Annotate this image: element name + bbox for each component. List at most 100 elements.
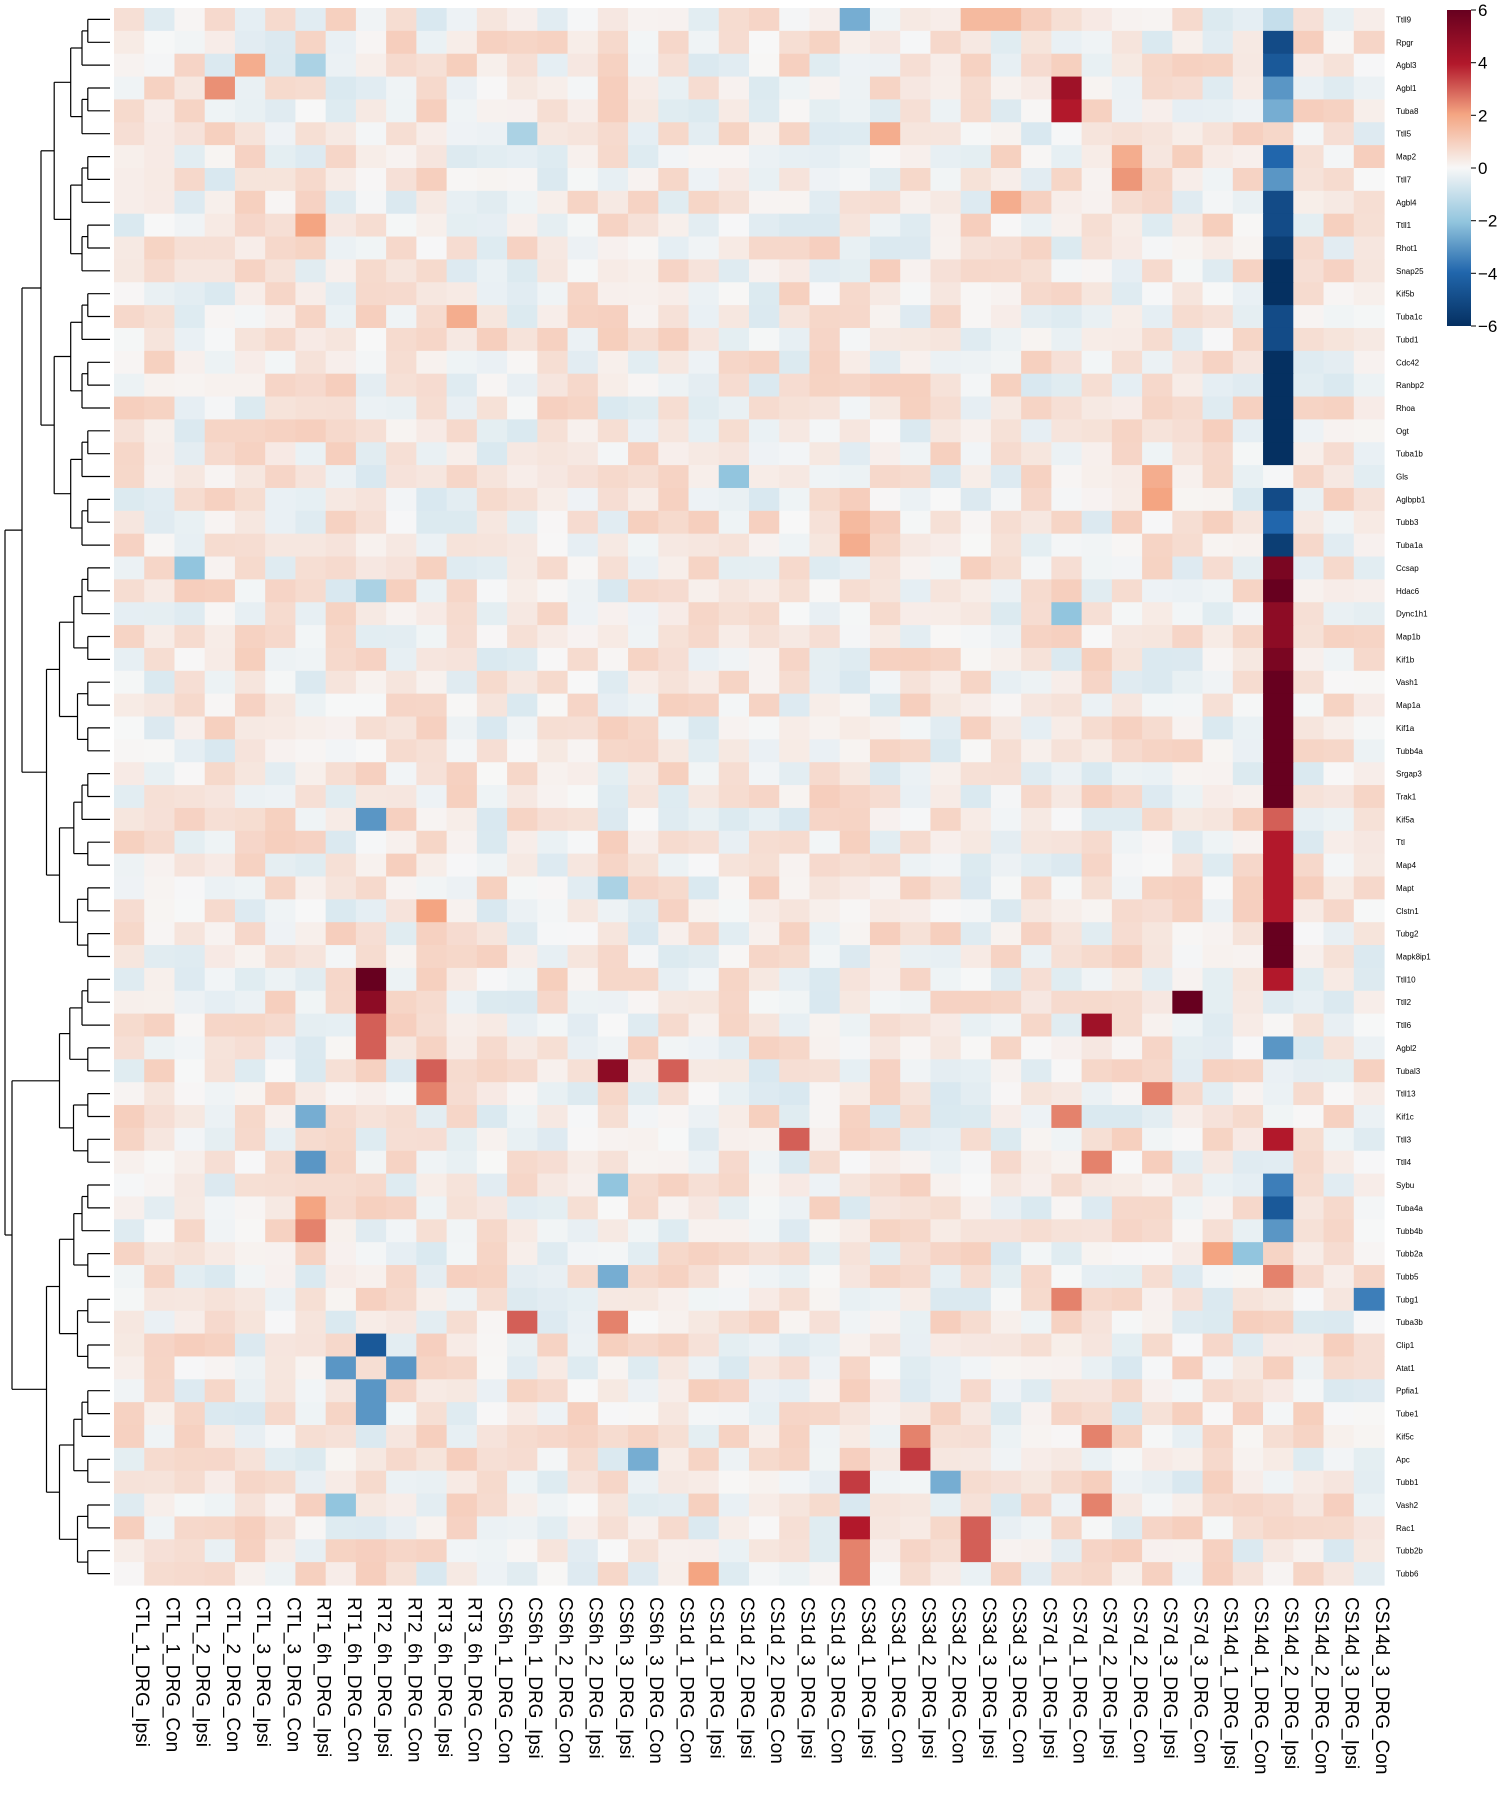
heatmap-cell: [144, 465, 176, 489]
heatmap-cell: [476, 807, 508, 832]
heatmap-cell: [537, 282, 569, 306]
heatmap-cell: [476, 1516, 508, 1540]
heatmap-cell: [1081, 922, 1113, 946]
heatmap-cell: [476, 1013, 508, 1038]
heatmap-cell: [597, 716, 629, 740]
heatmap-cell: [1232, 99, 1264, 123]
heatmap-cell: [537, 396, 569, 420]
heatmap-cell: [900, 1562, 932, 1586]
heatmap-cell: [144, 8, 176, 32]
heatmap-cell: [567, 167, 599, 192]
heatmap-cell: [567, 1425, 599, 1449]
heatmap-cell: [144, 556, 176, 580]
heatmap-cell: [1323, 945, 1355, 969]
heatmap-cell: [204, 99, 236, 123]
heatmap-cell: [1172, 1356, 1204, 1380]
heatmap-cell: [386, 487, 417, 512]
heatmap-cell: [295, 1333, 327, 1358]
heatmap-cell: [1232, 350, 1264, 375]
heatmap-cell: [900, 739, 932, 763]
heatmap-cell: [900, 899, 932, 923]
heatmap-cell: [960, 1379, 992, 1403]
heatmap-cell: [537, 259, 569, 283]
heatmap-cell: [688, 510, 720, 535]
heatmap-cell: [749, 282, 780, 306]
heatmap-cell: [537, 76, 569, 101]
heatmap-cell: [1202, 807, 1234, 832]
heatmap-cell: [476, 510, 508, 535]
heatmap-cell: [930, 1539, 962, 1563]
heatmap-cell: [749, 876, 780, 900]
heatmap-cell: [567, 876, 599, 900]
heatmap-cell: [1081, 1127, 1113, 1152]
heatmap-cell: [1353, 1516, 1385, 1540]
heatmap-cell: [1263, 1196, 1294, 1220]
heatmap-cell: [416, 1105, 448, 1129]
heatmap-cell: [416, 1447, 448, 1472]
heatmap-cell: [144, 190, 176, 215]
heatmap-cell: [1172, 1470, 1204, 1495]
heatmap-cell: [869, 1333, 901, 1358]
heatmap-cell: [779, 1516, 811, 1540]
heatmap-cell: [416, 670, 448, 695]
heatmap-cell: [204, 1516, 236, 1540]
heatmap-cell: [325, 1310, 357, 1335]
heatmap-cell: [537, 1150, 569, 1175]
heatmap-cell: [476, 533, 508, 558]
heatmap-cell: [1051, 1562, 1083, 1586]
heatmap-cell: [1051, 625, 1083, 649]
heatmap-cell: [295, 602, 327, 626]
heatmap-cell: [1323, 442, 1355, 466]
heatmap-cell: [990, 282, 1022, 306]
heatmap-cell: [718, 1150, 750, 1175]
heatmap-cell: [839, 716, 871, 740]
heatmap-cell: [386, 1310, 417, 1335]
heatmap-cell: [1081, 716, 1113, 740]
column-label: CS7d_2_DRG_Ipsi: [1099, 1597, 1120, 1759]
heatmap-cell: [809, 510, 841, 535]
heatmap-cell: [839, 465, 871, 489]
heatmap-cell: [658, 213, 690, 238]
row-label: Tubb3: [1396, 518, 1419, 527]
heatmap-cell: [839, 1447, 871, 1472]
heatmap-cell: [1323, 1310, 1355, 1335]
heatmap-cell: [295, 1105, 327, 1129]
row-label: Tubal3: [1396, 1067, 1421, 1076]
heatmap-cell: [234, 853, 266, 878]
heatmap-cell: [628, 876, 659, 900]
heatmap-cell: [174, 487, 206, 512]
heatmap-cell: [1081, 556, 1113, 580]
heatmap-cell: [749, 1219, 780, 1243]
heatmap-cell: [960, 350, 992, 375]
column-label: CS3d_2_DRG_Ipsi: [917, 1597, 938, 1759]
heatmap-cell: [1051, 1059, 1083, 1083]
heatmap-cell: [507, 647, 538, 672]
heatmap-cell: [597, 1265, 629, 1289]
heatmap-cell: [446, 76, 478, 101]
heatmap-cell: [990, 1539, 1022, 1563]
heatmap-cell: [1081, 1516, 1113, 1540]
heatmap-cell: [930, 1127, 962, 1152]
heatmap-cell: [1081, 1356, 1113, 1380]
heatmap-cell: [234, 625, 266, 649]
heatmap-cell: [1323, 1242, 1355, 1266]
heatmap-cell: [1081, 327, 1113, 352]
heatmap-cell: [567, 1447, 599, 1472]
heatmap-cell: [1021, 967, 1052, 992]
heatmap-cell: [809, 30, 841, 55]
heatmap-cell: [1081, 190, 1113, 215]
heatmap-cell: [990, 1127, 1022, 1152]
heatmap-cell: [1172, 945, 1204, 969]
heatmap-cell: [869, 647, 901, 672]
heatmap-cell: [779, 1082, 811, 1106]
heatmap-cell: [446, 167, 478, 192]
heatmap-cell: [386, 465, 417, 489]
heatmap-cell: [869, 1036, 901, 1060]
heatmap-cell: [839, 945, 871, 969]
row-label: Tubd1: [1396, 335, 1419, 344]
heatmap-cell: [1081, 53, 1113, 78]
row-label: Sybu: [1396, 1181, 1414, 1190]
heatmap-cell: [1081, 305, 1113, 329]
heatmap-cell: [204, 1013, 236, 1038]
heatmap-cell: [990, 602, 1022, 626]
